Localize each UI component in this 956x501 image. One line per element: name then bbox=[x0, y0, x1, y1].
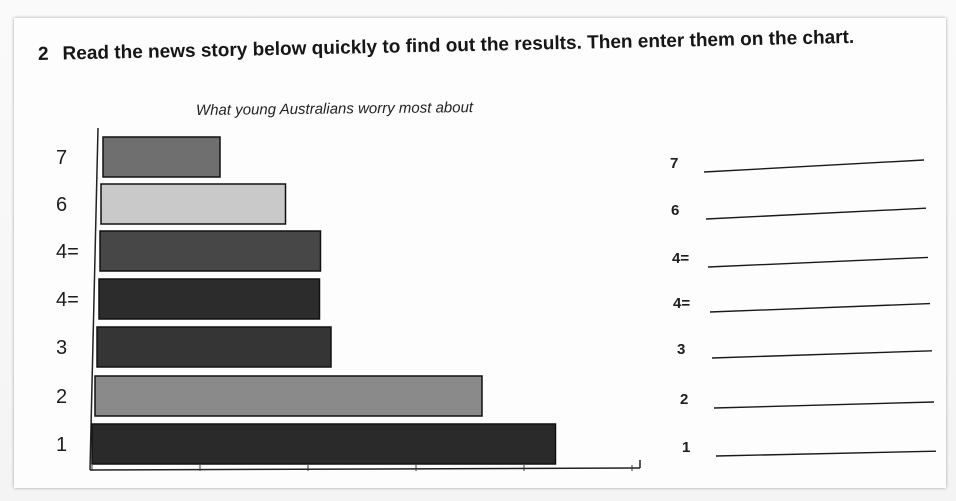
bar-rank-3 bbox=[99, 230, 322, 272]
rank-label: 3 bbox=[56, 337, 67, 359]
answer-blank-line[interactable] bbox=[707, 256, 929, 268]
answer-label: 4= bbox=[673, 295, 690, 312]
bar-rank-7 bbox=[91, 423, 557, 465]
rank-label: 4= bbox=[56, 241, 79, 263]
answer-blank-line[interactable] bbox=[713, 401, 935, 409]
answer-blank-line[interactable] bbox=[703, 159, 925, 173]
rank-label: 2 bbox=[56, 386, 67, 408]
rank-label: 7 bbox=[56, 147, 67, 169]
x-axis-line bbox=[89, 467, 641, 471]
rank-label: 1 bbox=[56, 434, 67, 456]
answer-label: 1 bbox=[682, 439, 690, 456]
rank-label: 4= bbox=[56, 289, 79, 311]
answer-lines: 7 6 4= 4= 3 2 1 bbox=[670, 155, 937, 457]
bar-rank-1 bbox=[102, 136, 221, 178]
answer-blank-line[interactable] bbox=[711, 350, 933, 359]
bar-rank-2 bbox=[100, 183, 287, 225]
answer-label: 6 bbox=[671, 202, 679, 219]
bar-rank-4 bbox=[98, 278, 321, 320]
rank-label: 6 bbox=[56, 194, 67, 216]
answer-label: 7 bbox=[670, 155, 678, 172]
answer-label: 2 bbox=[680, 391, 688, 408]
answer-label: 4= bbox=[672, 250, 689, 267]
bar-rank-5 bbox=[96, 326, 332, 368]
chart-axis bbox=[89, 127, 641, 471]
bar-rank-6 bbox=[94, 375, 483, 417]
answer-blank-line[interactable] bbox=[705, 207, 927, 220]
y-axis-line bbox=[89, 127, 99, 471]
answer-blank-line[interactable] bbox=[709, 302, 931, 313]
answer-blank-line[interactable] bbox=[715, 450, 937, 457]
bars: 7 6 4= 4= 3 2 1 bbox=[56, 136, 557, 465]
answer-label: 3 bbox=[677, 341, 685, 358]
